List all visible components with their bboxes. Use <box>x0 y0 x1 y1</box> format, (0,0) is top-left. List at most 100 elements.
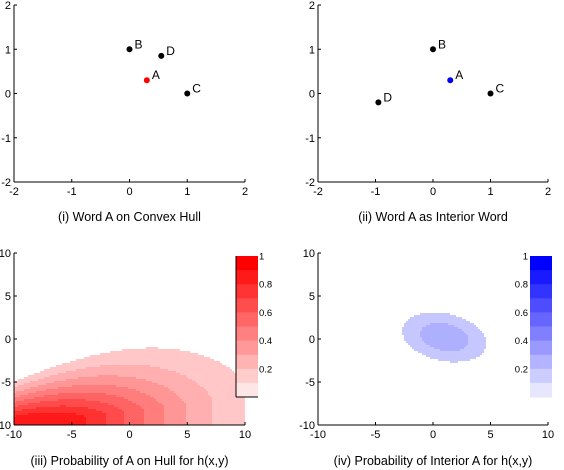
contour-cell <box>56 397 58 399</box>
contour-cell <box>110 363 112 365</box>
contour-cell <box>166 351 168 353</box>
contour-cell <box>104 403 106 405</box>
contour-cell <box>408 325 410 327</box>
contour-cell <box>142 373 144 375</box>
contour-cell <box>42 401 44 403</box>
contour-cell <box>26 377 28 379</box>
contour-cell <box>70 395 72 397</box>
contour-cell <box>120 361 122 363</box>
contour-cell <box>104 405 106 407</box>
contour-cell <box>124 397 126 399</box>
contour-cell <box>134 409 136 411</box>
contour-cell <box>438 359 440 361</box>
contour-cell <box>446 335 448 337</box>
contour-cell <box>170 395 172 397</box>
contour-cell <box>84 407 86 409</box>
contour-cell <box>44 373 46 375</box>
contour-cell <box>158 385 160 387</box>
contour-cell <box>194 367 196 369</box>
contour-cell <box>166 403 168 405</box>
contour-cell <box>210 393 212 395</box>
contour-cell <box>182 409 184 411</box>
contour-cell <box>460 351 462 353</box>
contour-cell <box>22 419 24 421</box>
contour-cell <box>176 395 178 397</box>
contour-cell <box>166 359 168 361</box>
contour-cell <box>80 379 82 381</box>
contour-cell <box>200 355 202 357</box>
contour-cell <box>434 321 436 323</box>
contour-cell <box>480 353 482 355</box>
contour-cell <box>124 413 126 415</box>
contour-cell <box>74 413 76 415</box>
contour-cell <box>188 395 190 397</box>
contour-cell <box>182 353 184 355</box>
contour-cell <box>102 355 104 357</box>
contour-cell <box>158 379 160 381</box>
contour-cell <box>146 405 148 407</box>
contour-cell <box>230 405 232 407</box>
contour-cell <box>64 391 66 393</box>
contour-cell <box>152 409 154 411</box>
contour-cell <box>188 397 190 399</box>
contour-cell <box>30 389 32 391</box>
contour-cell <box>152 423 154 425</box>
contour-cell <box>206 387 208 389</box>
contour-cell <box>108 389 110 391</box>
contour-cell <box>412 339 414 341</box>
contour-cell <box>422 329 424 331</box>
contour-cell <box>92 419 94 421</box>
contour-cell <box>90 397 92 399</box>
contour-cell <box>218 397 220 399</box>
contour-cell <box>76 369 78 371</box>
contour-cell <box>478 333 480 335</box>
contour-cell <box>42 387 44 389</box>
contour-cell <box>160 375 162 377</box>
contour-cell <box>438 321 440 323</box>
contour-cell <box>190 421 192 423</box>
contour-cell <box>220 413 222 415</box>
contour-cell <box>218 421 220 423</box>
contour-cell <box>144 355 146 357</box>
contour-cell <box>164 395 166 397</box>
contour-cell <box>54 383 56 385</box>
contour-cell <box>74 387 76 389</box>
contour-cell <box>96 379 98 381</box>
contour-cell <box>118 359 120 361</box>
contour-cell <box>216 405 218 407</box>
contour-cell <box>202 385 204 387</box>
contour-cell <box>118 407 120 409</box>
contour-cell <box>184 393 186 395</box>
contour-cell <box>102 389 104 391</box>
contour-cell <box>92 377 94 379</box>
contour-cell <box>154 367 156 369</box>
contour-cell <box>200 357 202 359</box>
contour-cell <box>474 329 476 331</box>
contour-cell <box>482 345 484 347</box>
contour-cell <box>182 419 184 421</box>
contour-cell <box>150 365 152 367</box>
contour-cell <box>160 357 162 359</box>
contour-cell <box>232 397 234 399</box>
contour-cell <box>150 373 152 375</box>
contour-cell <box>184 417 186 419</box>
contour-cell <box>210 371 212 373</box>
contour-cell <box>158 403 160 405</box>
contour-cell <box>456 343 458 345</box>
contour-cell <box>84 383 86 385</box>
contour-cell <box>218 391 220 393</box>
contour-cell <box>28 385 30 387</box>
contour-cell <box>208 409 210 411</box>
contour-cell <box>22 409 24 411</box>
contour-cell <box>18 391 20 393</box>
contour-cell <box>44 371 46 373</box>
contour-cell <box>182 395 184 397</box>
contour-cell <box>472 357 474 359</box>
contour-cell <box>92 361 94 363</box>
contour-cell <box>92 393 94 395</box>
contour-cell <box>452 319 454 321</box>
contour-cell <box>196 421 198 423</box>
contour-cell <box>58 381 60 383</box>
contour-cell <box>164 377 166 379</box>
contour-cell <box>40 419 42 421</box>
